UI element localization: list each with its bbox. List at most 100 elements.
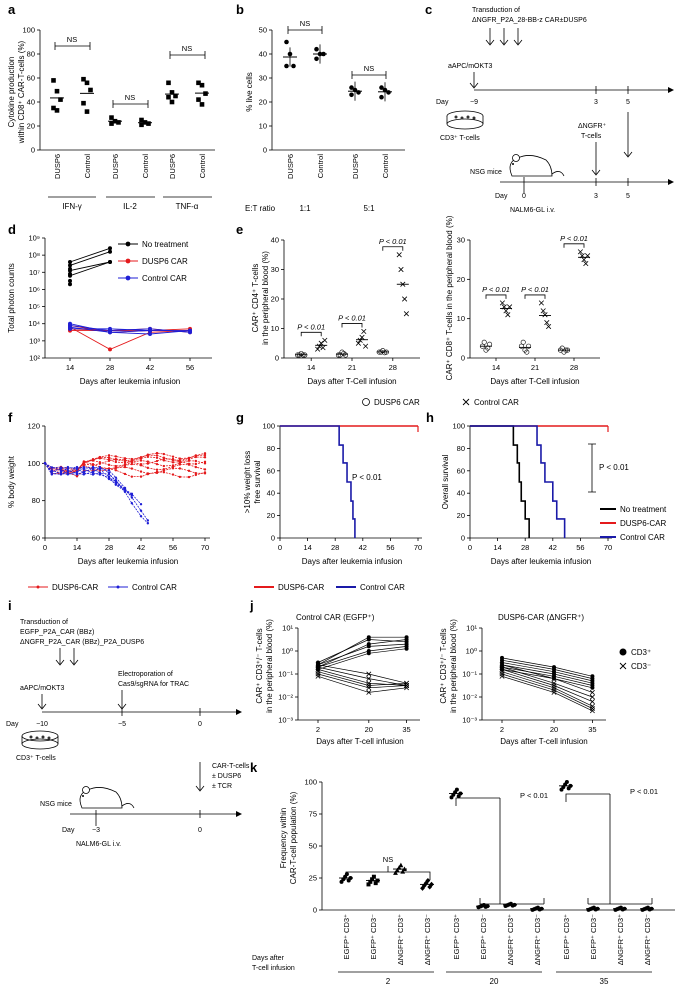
panel-i-timeline-arrowhead-top (236, 709, 242, 715)
panel-j1-cd3pos-point (366, 637, 371, 642)
panel-j1-cd3pos-point (366, 651, 371, 656)
panel-j2-yticklabel-3: 10⁰ (466, 647, 477, 656)
panel-f-dusp6-point (130, 462, 134, 466)
panel-j1-cd3neg-point (404, 685, 410, 691)
panel-k: k Frequency within CAR-T-cell population… (250, 760, 675, 986)
panel-b-yticklabel-5: 50 (259, 26, 267, 35)
panel-a-ylabel-2: within CD8⁺ CAR-T-cells (%) (17, 40, 26, 144)
panel-k-point (394, 867, 400, 873)
panel-a-point (139, 122, 144, 128)
panel-f-dusp6-point (75, 475, 79, 478)
panel-f-dusp6-point (155, 468, 159, 471)
panel-f-dusp6-point (155, 459, 159, 463)
panel-f-xticklabel-3: 42 (137, 543, 145, 552)
panel-j2-cd3neg-point (551, 689, 557, 695)
panel-e2-xticklabel-2: 28 (570, 363, 578, 372)
panel-j1-cd3pos-line (317, 648, 407, 670)
panel-f-dusp6-point (146, 460, 150, 463)
panel-b-point (284, 39, 289, 45)
panel-j2-xticklabel-0: 2 (500, 725, 504, 734)
panel-c-arrow-3 (591, 142, 601, 176)
panel-f-control-point (98, 465, 102, 469)
panel-f-control-point (114, 476, 118, 479)
panel-f-dusp6-point (98, 462, 102, 465)
panel-f-dusp6-point (130, 461, 134, 464)
panel-h-control-curve (470, 425, 566, 538)
panel-b-yticklabel-4: 40 (259, 50, 267, 59)
panel-c-ngfr-1: ΔNGFR⁺ (578, 123, 607, 130)
panel-k-point (371, 874, 376, 879)
panel-e1-dusp6-point (343, 352, 349, 358)
panel-k-point (398, 862, 404, 868)
panel-e2-yticklabel-2: 20 (457, 275, 465, 284)
panel-a-ns-2: NS (125, 93, 135, 102)
panel-d-yticklabel-4: 10⁶ (29, 285, 40, 294)
panel-a-label: a (8, 2, 16, 17)
panel-e1-bracket (300, 331, 322, 337)
panel-j2-ylabel-2: in the peripheral blood (%) (449, 619, 458, 713)
panel-c-transduction-1: Transduction of (472, 7, 520, 14)
panel-f-control-point (98, 473, 102, 476)
panel-a-point (54, 108, 60, 113)
panel-c-day-m9: −9 (470, 99, 478, 106)
panel-f-control-point (91, 471, 95, 475)
panel-e1-yticklabel-1: 10 (271, 324, 279, 333)
panel-d-point (68, 278, 72, 283)
panel-f-xticklabel-0: 0 (43, 543, 47, 552)
panel-g-control-curve (280, 425, 356, 538)
panel-e1-pvalue: P < 0.01 (379, 237, 407, 246)
panel-g-yticklabel-0: 0 (271, 534, 275, 543)
panel-d-point (68, 266, 72, 271)
panel-i-day-0: 0 (198, 721, 202, 728)
panel-d-point (68, 260, 72, 264)
panel-k-point (370, 877, 375, 882)
panel-a-point (109, 115, 114, 120)
panel-b-yticklabel-3: 30 (259, 74, 267, 83)
panel-k-bracket-ns (345, 866, 431, 880)
legend-j-cd3neg: CD3⁻ (631, 662, 651, 671)
panel-b: b % live cells 0 10 20 30 40 50 DUSP6 Control D… (236, 2, 405, 213)
panel-d-xticklabel-1: 28 (106, 363, 114, 372)
panel-f-dusp6-point (194, 462, 198, 466)
panel-f-xticklabel-4: 56 (169, 543, 177, 552)
panel-a-group-tnfa: TNF-α (176, 202, 199, 211)
legend-g-control: Control CAR (360, 583, 405, 592)
panel-e2-yticklabel-1: 10 (457, 314, 465, 323)
panel-f-dusp6-point (178, 457, 182, 460)
panel-j1-cd3neg-line (317, 671, 407, 686)
panel-k-xlabel-5: EGFP⁺ CD3⁻ (479, 914, 488, 959)
panel-c-day-5: 5 (626, 99, 630, 106)
panel-f-dusp6-point (114, 468, 118, 472)
panel-k-yticklabel-0: 0 (313, 906, 317, 915)
panel-f-dusp6-point (114, 458, 118, 461)
panel-e2-control-point (499, 300, 505, 306)
panel-j1-cd3neg-point (315, 666, 321, 672)
panel-a-point (199, 82, 205, 88)
panel-j2-cd3pos-point (590, 685, 595, 690)
panel-k-p-35: P < 0.01 (630, 787, 658, 796)
panel-b-point (291, 63, 296, 69)
panel-k-bracket-20 (455, 797, 545, 905)
panel-g-yticklabel-5: 100 (262, 422, 275, 431)
panel-h-ylabel: Overall survival (441, 454, 450, 509)
panel-j1-cd3neg-line (317, 673, 407, 689)
panel-f-dusp6-point (139, 462, 143, 466)
panel-f-control-point (66, 470, 70, 474)
panel-b-ratio-2: 5:1 (363, 204, 375, 213)
panel-f-dusp6-point (146, 472, 150, 476)
panel-i-aapc-arrow (37, 694, 47, 710)
panel-b-label: b (236, 2, 244, 17)
panel-f-control-point (43, 462, 47, 465)
panel-i-day-label-bottom: Day (62, 827, 75, 834)
panel-f-dusp6-point (187, 475, 191, 479)
panel-d-point (108, 330, 112, 335)
panel-j2-yticklabel-4: 10¹ (466, 624, 477, 633)
legend-dusp6-marker (362, 398, 370, 406)
panel-h-yticklabel-3: 60 (457, 466, 465, 475)
panel-j1-xlabel: Days after T-cell infusion (316, 737, 403, 746)
panel-e1-yticklabel-3: 30 (271, 265, 279, 274)
panel-f-ylabel: % body weight (7, 455, 16, 508)
panel-a-point (166, 80, 171, 86)
panel-c-nsg: NSG mice (470, 169, 502, 176)
panel-a-point (169, 90, 175, 95)
